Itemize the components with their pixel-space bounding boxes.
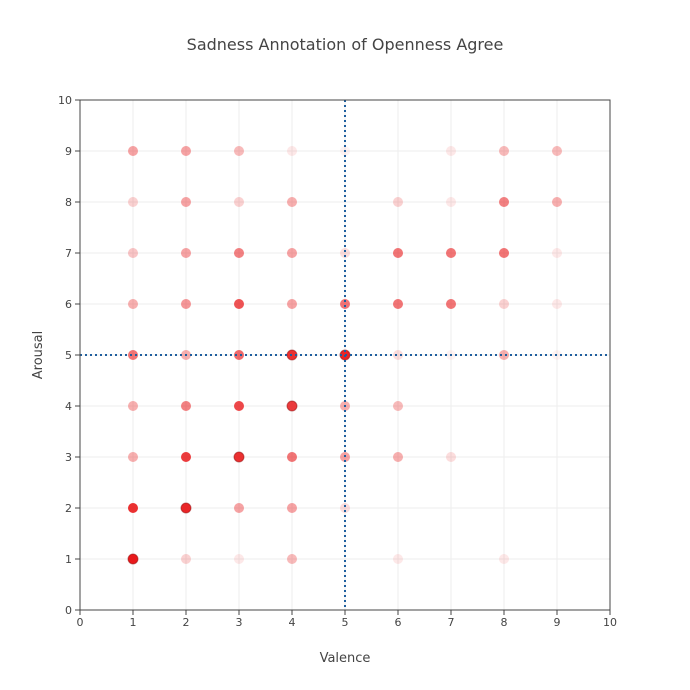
data-point <box>340 248 350 258</box>
data-point <box>181 146 191 156</box>
y-tick-label: 10 <box>58 94 72 107</box>
y-tick-label: 4 <box>65 400 72 413</box>
data-point <box>181 554 191 564</box>
data-point <box>128 197 138 207</box>
y-axis-ticks: 0 1 2 3 4 5 6 7 8 9 10 <box>58 94 80 617</box>
x-tick-label: 9 <box>554 616 561 629</box>
data-point <box>128 299 138 309</box>
x-tick-label: 10 <box>603 616 617 629</box>
data-point <box>393 299 403 309</box>
data-point <box>181 452 191 462</box>
data-point <box>393 452 403 462</box>
x-tick-label: 0 <box>77 616 84 629</box>
y-axis-title: Arousal <box>31 331 46 380</box>
data-point <box>287 248 297 258</box>
data-point <box>127 553 139 565</box>
data-point <box>128 350 138 360</box>
data-point <box>499 299 509 309</box>
x-tick-label: 1 <box>130 616 137 629</box>
x-tick-label: 8 <box>501 616 508 629</box>
data-point <box>287 299 297 309</box>
data-point <box>180 502 192 514</box>
data-point <box>128 452 138 462</box>
x-tick-label: 6 <box>395 616 402 629</box>
data-point <box>181 197 191 207</box>
data-point <box>499 146 509 156</box>
data-point <box>446 299 456 309</box>
data-point <box>552 197 562 207</box>
data-point <box>340 299 350 309</box>
x-axis-ticks: 0 1 2 3 4 5 6 7 8 9 10 <box>77 610 617 629</box>
reference-lines <box>80 100 610 610</box>
y-tick-label: 0 <box>65 604 72 617</box>
data-point <box>499 248 509 258</box>
x-tick-label: 3 <box>236 616 243 629</box>
data-point <box>287 197 297 207</box>
data-point <box>446 146 456 156</box>
data-point <box>234 299 244 309</box>
y-tick-label: 6 <box>65 298 72 311</box>
data-point <box>393 401 403 411</box>
data-point <box>286 400 298 412</box>
data-point <box>128 248 138 258</box>
data-point <box>446 452 456 462</box>
data-point <box>234 401 244 411</box>
data-point <box>181 299 191 309</box>
data-point <box>128 401 138 411</box>
data-point <box>287 146 297 156</box>
y-tick-label: 7 <box>65 247 72 260</box>
data-point <box>181 248 191 258</box>
data-point <box>128 503 138 513</box>
data-point <box>552 146 562 156</box>
data-point <box>234 197 244 207</box>
data-point <box>181 401 191 411</box>
data-point <box>234 503 244 513</box>
data-point <box>499 350 509 360</box>
data-point <box>446 197 456 207</box>
data-point <box>287 554 297 564</box>
data-point <box>234 248 244 258</box>
data-point <box>128 146 138 156</box>
y-tick-label: 8 <box>65 196 72 209</box>
y-tick-label: 2 <box>65 502 72 515</box>
data-point <box>287 452 297 462</box>
x-tick-label: 7 <box>448 616 455 629</box>
data-point <box>234 146 244 156</box>
data-point <box>234 554 244 564</box>
data-point <box>393 197 403 207</box>
y-tick-label: 9 <box>65 145 72 158</box>
chart-title: Sadness Annotation of Openness Agree <box>187 35 504 54</box>
x-tick-label: 4 <box>289 616 296 629</box>
data-point <box>393 554 403 564</box>
data-point <box>499 197 509 207</box>
data-point <box>499 554 509 564</box>
data-point <box>446 248 456 258</box>
x-tick-label: 5 <box>342 616 349 629</box>
y-tick-label: 1 <box>65 553 72 566</box>
x-tick-label: 2 <box>183 616 190 629</box>
x-axis-title: Valence <box>320 651 371 666</box>
data-point <box>233 451 245 463</box>
data-point <box>393 248 403 258</box>
data-point <box>393 350 403 360</box>
data-point <box>552 248 562 258</box>
data-point <box>287 503 297 513</box>
y-tick-label: 5 <box>65 349 72 362</box>
data-point <box>234 350 244 360</box>
y-tick-label: 3 <box>65 451 72 464</box>
data-point <box>552 299 562 309</box>
data-point <box>340 503 350 513</box>
